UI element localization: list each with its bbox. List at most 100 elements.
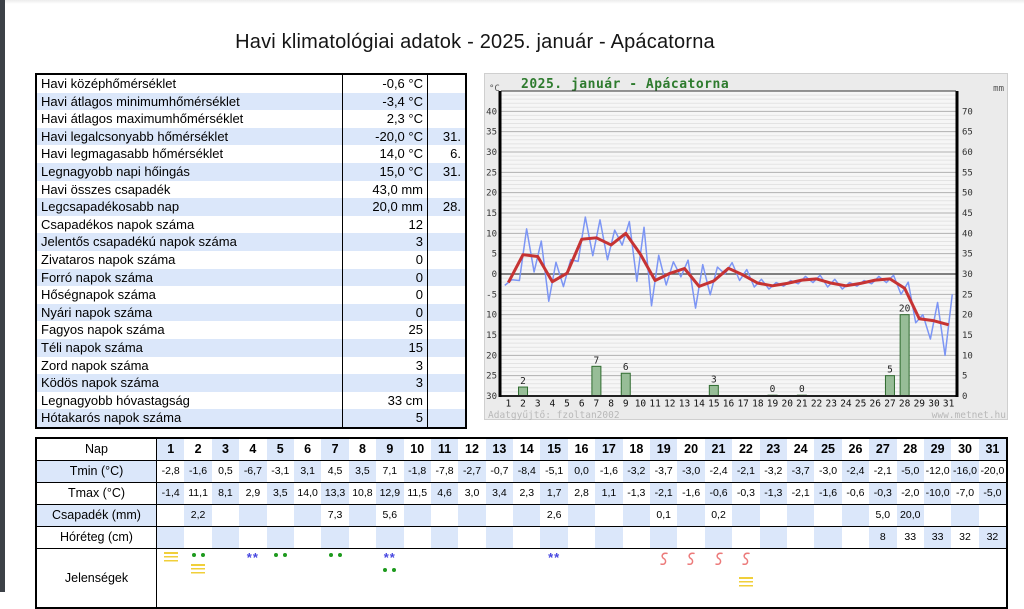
snowdepth-cell: 33: [904, 531, 917, 543]
tmin-cell: -12,0: [925, 465, 950, 477]
day-header-cell: 1: [157, 439, 185, 460]
precip-cell: [732, 505, 760, 526]
summary-day: [427, 233, 465, 251]
summary-day: 31.: [427, 127, 465, 146]
fog-icon: [738, 577, 753, 587]
x-axis-day-label: 9: [623, 399, 629, 410]
summary-row: Ködös napok száma 3: [37, 374, 465, 392]
summary-label: Legnagyobb napi hőingás: [41, 163, 190, 179]
summary-value: 0: [342, 268, 427, 287]
precip-cell: [212, 505, 239, 526]
summary-value: 15: [342, 338, 427, 357]
summary-row: Havi átlagos minimumhőmérséklet -3,4 °C: [37, 92, 465, 111]
summary-value: 5: [342, 409, 427, 427]
summary-label: Havi középhőmérséklet: [41, 76, 177, 91]
right-axis-tick-label: 0: [962, 392, 967, 402]
daily-row-label: Csapadék (mm): [37, 505, 157, 526]
precip-cell: [841, 505, 870, 526]
precip-cell: [622, 505, 651, 526]
summary-label: Téli napok száma: [41, 339, 143, 355]
tmin-cell: 4,5: [327, 465, 343, 477]
left-axis-bar: [498, 91, 502, 397]
precip-cell: 5,0: [875, 509, 891, 521]
left-axis-tick-label: 25: [486, 168, 497, 178]
day-header-cell: 2: [194, 442, 202, 456]
snowdepth-cell: [677, 527, 704, 548]
right-axis-unit-label: mm: [993, 84, 1004, 94]
precip-cell: [458, 505, 486, 526]
precip-cell: 20,0: [896, 505, 924, 526]
day-header-cell: 22: [738, 442, 753, 456]
snowdepth-cell: [239, 527, 266, 548]
x-axis-day-label: 30: [928, 399, 940, 410]
rain-icon: [383, 567, 397, 573]
right-axis-tick-label: 40: [962, 229, 973, 239]
precip-cell: [677, 505, 705, 526]
summary-row: Legnagyobb hóvastagság 33 cm: [37, 391, 465, 410]
tmax-cell: 1,7: [540, 483, 568, 504]
drifting-snow-icon: [741, 552, 751, 571]
summary-row: Téli napok száma 15: [37, 338, 465, 357]
summary-day: [427, 409, 465, 427]
tmin-cell: -2,7: [458, 461, 486, 482]
right-axis-bar: [955, 91, 959, 397]
summary-row: Csapadékos napok száma 12: [37, 215, 465, 234]
chart-attribution-left: Adatgyűjtő: fzoltan2002: [488, 410, 620, 421]
precip-bar: [591, 365, 602, 397]
x-axis-day-label: 17: [737, 399, 748, 410]
summary-day: 31.: [427, 162, 465, 181]
summary-row: Jelentős csapadékú napok száma 3: [37, 233, 465, 251]
x-axis-day-label: 14: [693, 399, 705, 410]
summary-day: [427, 338, 465, 357]
tmax-cell: 4,6: [430, 483, 459, 504]
phenomena-cell: [623, 549, 650, 607]
day-header-cell: 12: [465, 442, 479, 456]
summary-row: Fagyos napok száma 25: [37, 321, 465, 339]
tmin-cell: 0,0: [567, 461, 596, 482]
precip-cell: [431, 505, 458, 526]
summary-day: [427, 110, 465, 128]
phenomena-cell: **: [239, 549, 266, 607]
left-axis-tick-label: 20: [486, 189, 497, 199]
phenomena-cell: [924, 549, 951, 607]
day-header-cell: 24: [793, 442, 808, 456]
summary-day: 28.: [427, 198, 465, 216]
left-axis-tick-label: 10: [486, 229, 497, 239]
day-header-cell: 11: [430, 439, 459, 460]
daily-row-label: Tmin (°C): [37, 461, 157, 482]
tmin-cell: -0,7: [490, 465, 509, 477]
tmin-cell: -1,6: [184, 461, 212, 482]
tmin-cell: 7,1: [382, 465, 398, 477]
precip-bar-label: 0: [799, 384, 805, 395]
x-axis-day-label: 12: [664, 399, 675, 410]
summary-day: 6.: [427, 145, 465, 163]
precip-cell: [814, 505, 841, 526]
summary-row: Hőségnapok száma 0: [37, 286, 465, 304]
precip-bar: [518, 386, 529, 397]
x-axis-day-label: 31: [943, 399, 955, 410]
x-axis-day-label: 24: [840, 399, 852, 410]
daily-table-row: Hóréteg (cm) 8 33 33 32 32: [37, 527, 1007, 549]
phenomena-cell: [732, 549, 759, 607]
day-header-cell: 23: [759, 439, 787, 460]
tmin-cell: -3,1: [271, 465, 290, 477]
climate-chart: 276300520-30-25-20-15-10-505101520253035…: [485, 90, 1006, 421]
tmax-cell: 2,8: [574, 487, 589, 499]
right-axis-tick-label: 55: [962, 168, 973, 178]
tmin-cell: -6,7: [239, 461, 267, 482]
x-axis-day-label: 15: [708, 399, 719, 410]
summary-value: 12: [342, 215, 427, 234]
summary-day: [427, 391, 465, 410]
summary-day: [427, 180, 465, 199]
tmax-cell: -2,1: [650, 483, 678, 504]
summary-value: 3: [342, 374, 427, 392]
top-shadow: [5, 0, 1024, 4]
monthly-summary-table: Havi középhőmérséklet -0,6 °C Havi átlagos…: [35, 73, 467, 429]
summary-label: Jelentős csapadékú napok száma: [41, 234, 237, 250]
day-header-cell: 4: [249, 442, 257, 456]
day-header-cell: 19: [650, 439, 678, 460]
tmin-cell: -3,0: [677, 461, 705, 482]
snowdepth-cell: [814, 527, 842, 548]
tmin-cell: -2,1: [873, 465, 892, 477]
